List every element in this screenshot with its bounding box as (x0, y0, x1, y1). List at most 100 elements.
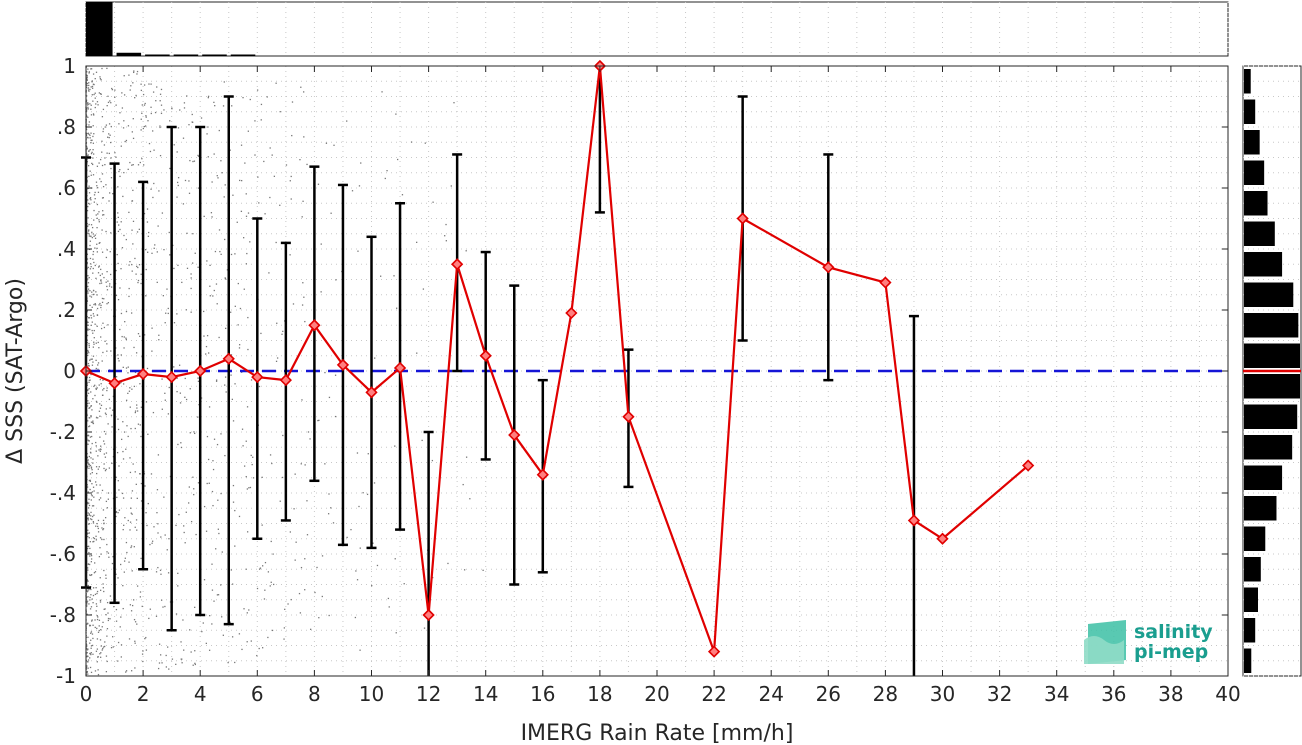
scatter-point (260, 119, 262, 121)
scatter-point (98, 449, 100, 451)
scatter-point (462, 483, 464, 486)
scatter-point (118, 489, 120, 491)
scatter-point (267, 571, 270, 573)
scatter-point (93, 261, 95, 264)
scatter-point (243, 465, 246, 467)
scatter-point (96, 648, 99, 650)
scatter-point (372, 542, 374, 544)
scatter-point (89, 464, 92, 467)
scatter-point (90, 671, 93, 674)
scatter-point (165, 312, 167, 314)
scatter-point (240, 144, 243, 146)
scatter-point (213, 289, 215, 292)
scatter-point (127, 168, 129, 171)
scatter-point (384, 177, 386, 180)
scatter-point (167, 312, 169, 315)
scatter-point (101, 164, 104, 167)
scatter-point (169, 120, 171, 122)
scatter-point (102, 509, 105, 511)
scatter-point (106, 152, 108, 154)
scatter-point (178, 513, 180, 516)
scatter-point (261, 565, 264, 567)
scatter-point (103, 467, 105, 470)
scatter-point (227, 661, 229, 664)
scatter-point (110, 286, 113, 288)
scatter-point (218, 129, 220, 132)
scatter-point (230, 253, 233, 256)
scatter-point (92, 587, 95, 589)
scatter-point (304, 589, 306, 591)
scatter-point (271, 462, 273, 465)
scatter-point (209, 264, 211, 266)
scatter-point (180, 641, 182, 643)
scatter-point (290, 598, 292, 601)
scatter-point (99, 415, 101, 417)
scatter-point (94, 191, 96, 194)
scatter-point (116, 496, 118, 499)
scatter-point (247, 212, 250, 214)
scatter-point (117, 577, 119, 579)
scatter-point (359, 547, 361, 549)
scatter-point (304, 558, 306, 560)
scatter-point (92, 113, 95, 115)
scatter-point (105, 452, 108, 454)
scatter-point (285, 164, 288, 166)
scatter-point (105, 670, 108, 673)
scatter-point (120, 221, 122, 223)
scatter-point (195, 533, 197, 536)
scatter-point (213, 153, 215, 155)
scatter-point (98, 629, 100, 632)
scatter-point (142, 127, 145, 130)
scatter-point (133, 546, 135, 548)
scatter-point (110, 414, 113, 416)
scatter-point (132, 220, 135, 223)
scatter-point (106, 105, 108, 107)
scatter-point (289, 180, 291, 182)
scatter-point (96, 401, 98, 403)
scatter-point (182, 203, 185, 205)
scatter-point (190, 287, 192, 290)
scatter-point (90, 511, 92, 514)
scatter-point (156, 489, 159, 491)
scatter-point (93, 343, 95, 345)
y-tick-label: .2 (57, 298, 76, 322)
scatter-point (205, 530, 208, 532)
scatter-point (207, 97, 209, 99)
x-axis-ticks: 0 2 4 6 8 10 12 14 16 18 20 22 24 26 28 30 32 34 36 38 40 (80, 66, 1241, 706)
scatter-point (197, 482, 200, 484)
scatter-point (105, 184, 107, 186)
scatter-point (200, 397, 203, 399)
scatter-point (197, 266, 199, 268)
scatter-point (103, 569, 105, 572)
scatter-point (131, 164, 133, 166)
scatter-point (86, 655, 89, 657)
scatter-point (86, 161, 89, 163)
scatter-point (177, 264, 179, 267)
scatter-point (321, 595, 323, 598)
scatter-point (192, 233, 194, 235)
scatter-point (97, 417, 99, 419)
scatter-point (225, 327, 227, 330)
scatter-point (86, 74, 88, 77)
scatter-point (99, 78, 102, 80)
scatter-point (99, 599, 102, 602)
scatter-point (114, 89, 116, 91)
scatter-point (115, 608, 118, 611)
scatter-point (299, 159, 301, 161)
scatter-point (135, 273, 137, 275)
scatter-point (147, 120, 149, 122)
scatter-point (140, 482, 143, 485)
scatter-point (240, 210, 243, 213)
scatter-point (224, 277, 226, 279)
scatter-point (203, 310, 205, 313)
scatter-point (90, 68, 93, 70)
scatter-point (264, 589, 266, 591)
scatter-point (126, 425, 128, 427)
scatter-point (110, 125, 112, 128)
scatter-point (156, 512, 158, 514)
scatter-point (150, 188, 152, 190)
scatter-point (136, 410, 139, 412)
scatter-point (142, 93, 145, 96)
scatter-point (151, 540, 154, 542)
scatter-point (145, 636, 147, 639)
